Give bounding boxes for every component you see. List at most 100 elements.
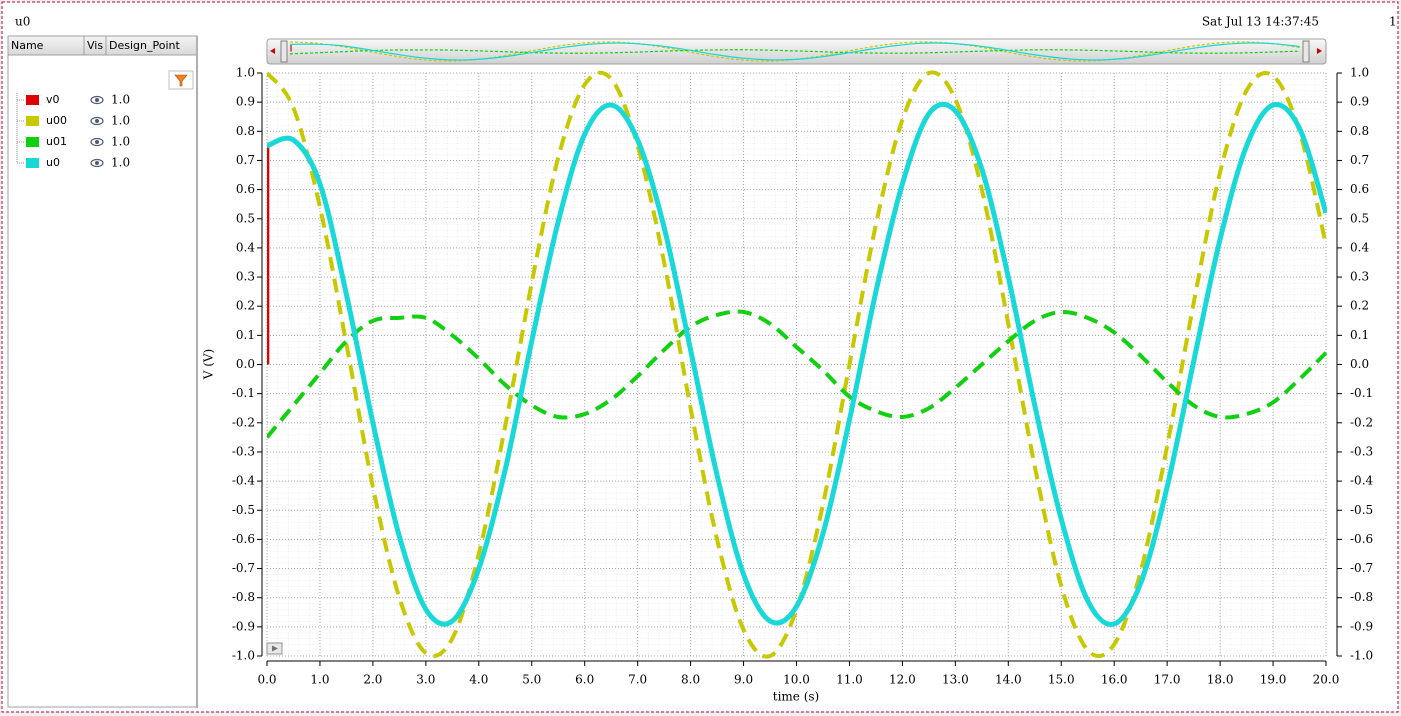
y2-tick-label: -1.0 <box>1350 649 1373 663</box>
eye-pupil <box>95 140 99 144</box>
timestamp: Sat Jul 13 14:37:45 <box>1202 15 1319 29</box>
eye-pupil <box>95 161 99 165</box>
y2-tick-label: -0.9 <box>1350 619 1373 633</box>
col-header: Vis <box>87 39 103 52</box>
x-tick-label: 4.0 <box>469 673 488 687</box>
y2-tick-label: 0.5 <box>1350 211 1369 225</box>
y-axis-label: V (V) <box>202 349 216 381</box>
legend-row[interactable]: v0 1.0 <box>26 93 130 107</box>
visibility-toggle[interactable] <box>90 116 104 126</box>
y-tick-label: -0.5 <box>232 503 255 517</box>
visibility-toggle[interactable] <box>90 95 104 105</box>
x-tick-label: 20.0 <box>1313 673 1340 687</box>
y-tick-label: -0.9 <box>232 619 255 633</box>
y-tick-label: 1.0 <box>236 66 255 80</box>
x-tick-label: 5.0 <box>522 673 541 687</box>
y2-tick-label: 0.2 <box>1350 299 1369 313</box>
x-tick-label: 3.0 <box>416 673 435 687</box>
y2-tick-label: 0.3 <box>1350 270 1369 284</box>
y2-tick-label: -0.6 <box>1350 532 1373 546</box>
x-tick-label: 18.0 <box>1207 673 1234 687</box>
y-tick-label: -0.8 <box>232 590 255 604</box>
x-tick-label: 17.0 <box>1154 673 1181 687</box>
play-icon[interactable] <box>272 645 278 652</box>
legend-swatch <box>26 137 39 147</box>
y-tick-label: 0.9 <box>236 95 255 109</box>
y2-tick-label: -0.5 <box>1350 503 1373 517</box>
y-tick-label: 0.4 <box>236 240 255 254</box>
y2-tick-label: 0.4 <box>1350 240 1369 254</box>
y-tick-label: 0.6 <box>236 182 255 196</box>
legend: v0 1.0 u00 1.0 u01 1.0 u0 1.0 <box>16 93 130 170</box>
filter-button[interactable] <box>168 70 194 90</box>
y2-tick-label: -0.1 <box>1350 386 1373 400</box>
y-tick-label: -1.0 <box>232 649 255 663</box>
legend-label: u0 <box>46 156 60 169</box>
x-tick-label: 10.0 <box>783 673 810 687</box>
x-tick-label: 7.0 <box>628 673 647 687</box>
x-tick-label: 12.0 <box>889 673 916 687</box>
y-tick-label: -0.3 <box>232 444 255 458</box>
eye-pupil <box>95 98 99 102</box>
scroll-right[interactable] <box>1317 48 1322 54</box>
y-tick-label: 0.2 <box>236 299 255 313</box>
y2-tick-label: 0.0 <box>1350 357 1369 371</box>
y-tick-label: 0.7 <box>236 153 255 167</box>
play-button[interactable] <box>266 642 283 655</box>
design-point: 1.0 <box>111 135 130 149</box>
y2-tick-label: -0.3 <box>1350 444 1373 458</box>
legend-row[interactable]: u01 1.0 <box>26 135 130 149</box>
signal-panel <box>7 35 198 708</box>
x-tick-label: 8.0 <box>681 673 700 687</box>
legend-label: v0 <box>46 93 60 106</box>
y2-tick-label: 0.1 <box>1350 328 1369 342</box>
legend-swatch <box>26 158 39 168</box>
visibility-toggle[interactable] <box>90 158 104 168</box>
legend-label: u00 <box>46 114 67 127</box>
trace-u01 <box>267 309 1327 439</box>
grid <box>266 72 1327 657</box>
window-title: u0 <box>15 15 30 29</box>
scroll-left[interactable] <box>270 48 275 54</box>
handle-left[interactable] <box>280 40 288 63</box>
design-point: 1.0 <box>111 93 130 107</box>
y2-tick-label: 0.7 <box>1350 153 1369 167</box>
col-header: Name <box>11 39 44 52</box>
y2-tick-label: -0.8 <box>1350 590 1373 604</box>
y-tick-label: -0.6 <box>232 532 255 546</box>
legend-swatch <box>26 116 39 126</box>
design-point: 1.0 <box>111 156 130 170</box>
y2-tick-label: -0.4 <box>1350 474 1374 488</box>
x-tick-label: 0.0 <box>257 673 276 687</box>
x-tick-label: 19.0 <box>1260 673 1287 687</box>
x-tick-label: 11.0 <box>836 673 863 687</box>
x-tick-label: 13.0 <box>942 673 969 687</box>
y2-tick-label: -0.7 <box>1350 561 1373 575</box>
legend-swatch <box>26 95 39 105</box>
x-tick-label: 16.0 <box>1101 673 1128 687</box>
y-tick-label: 0.5 <box>236 211 255 225</box>
y2-tick-label: -0.2 <box>1350 415 1373 429</box>
x-tick-label: 6.0 <box>575 673 594 687</box>
eye-pupil <box>95 119 99 123</box>
overview-trace <box>289 49 1301 55</box>
legend-row[interactable]: u00 1.0 <box>26 114 130 128</box>
legend-label: u01 <box>46 135 67 148</box>
y-tick-label: 0.3 <box>236 270 255 284</box>
x-axis-label: time (s) <box>773 690 819 704</box>
visibility-toggle[interactable] <box>90 137 104 147</box>
trace-u0 <box>267 101 1327 627</box>
y2-tick-label: 1.0 <box>1350 66 1369 80</box>
traces <box>267 70 1327 659</box>
y-tick-label: 0.8 <box>236 124 255 138</box>
overview-trace <box>289 41 1301 62</box>
legend-row[interactable]: u0 1.0 <box>26 156 130 170</box>
filter-icon[interactable] <box>174 74 188 87</box>
y2-tick-label: 0.6 <box>1350 182 1369 196</box>
design-point: 1.0 <box>111 114 130 128</box>
overview-traces <box>289 41 1301 62</box>
corner-label: 1 <box>1389 15 1397 29</box>
handle-right[interactable] <box>1302 40 1310 63</box>
